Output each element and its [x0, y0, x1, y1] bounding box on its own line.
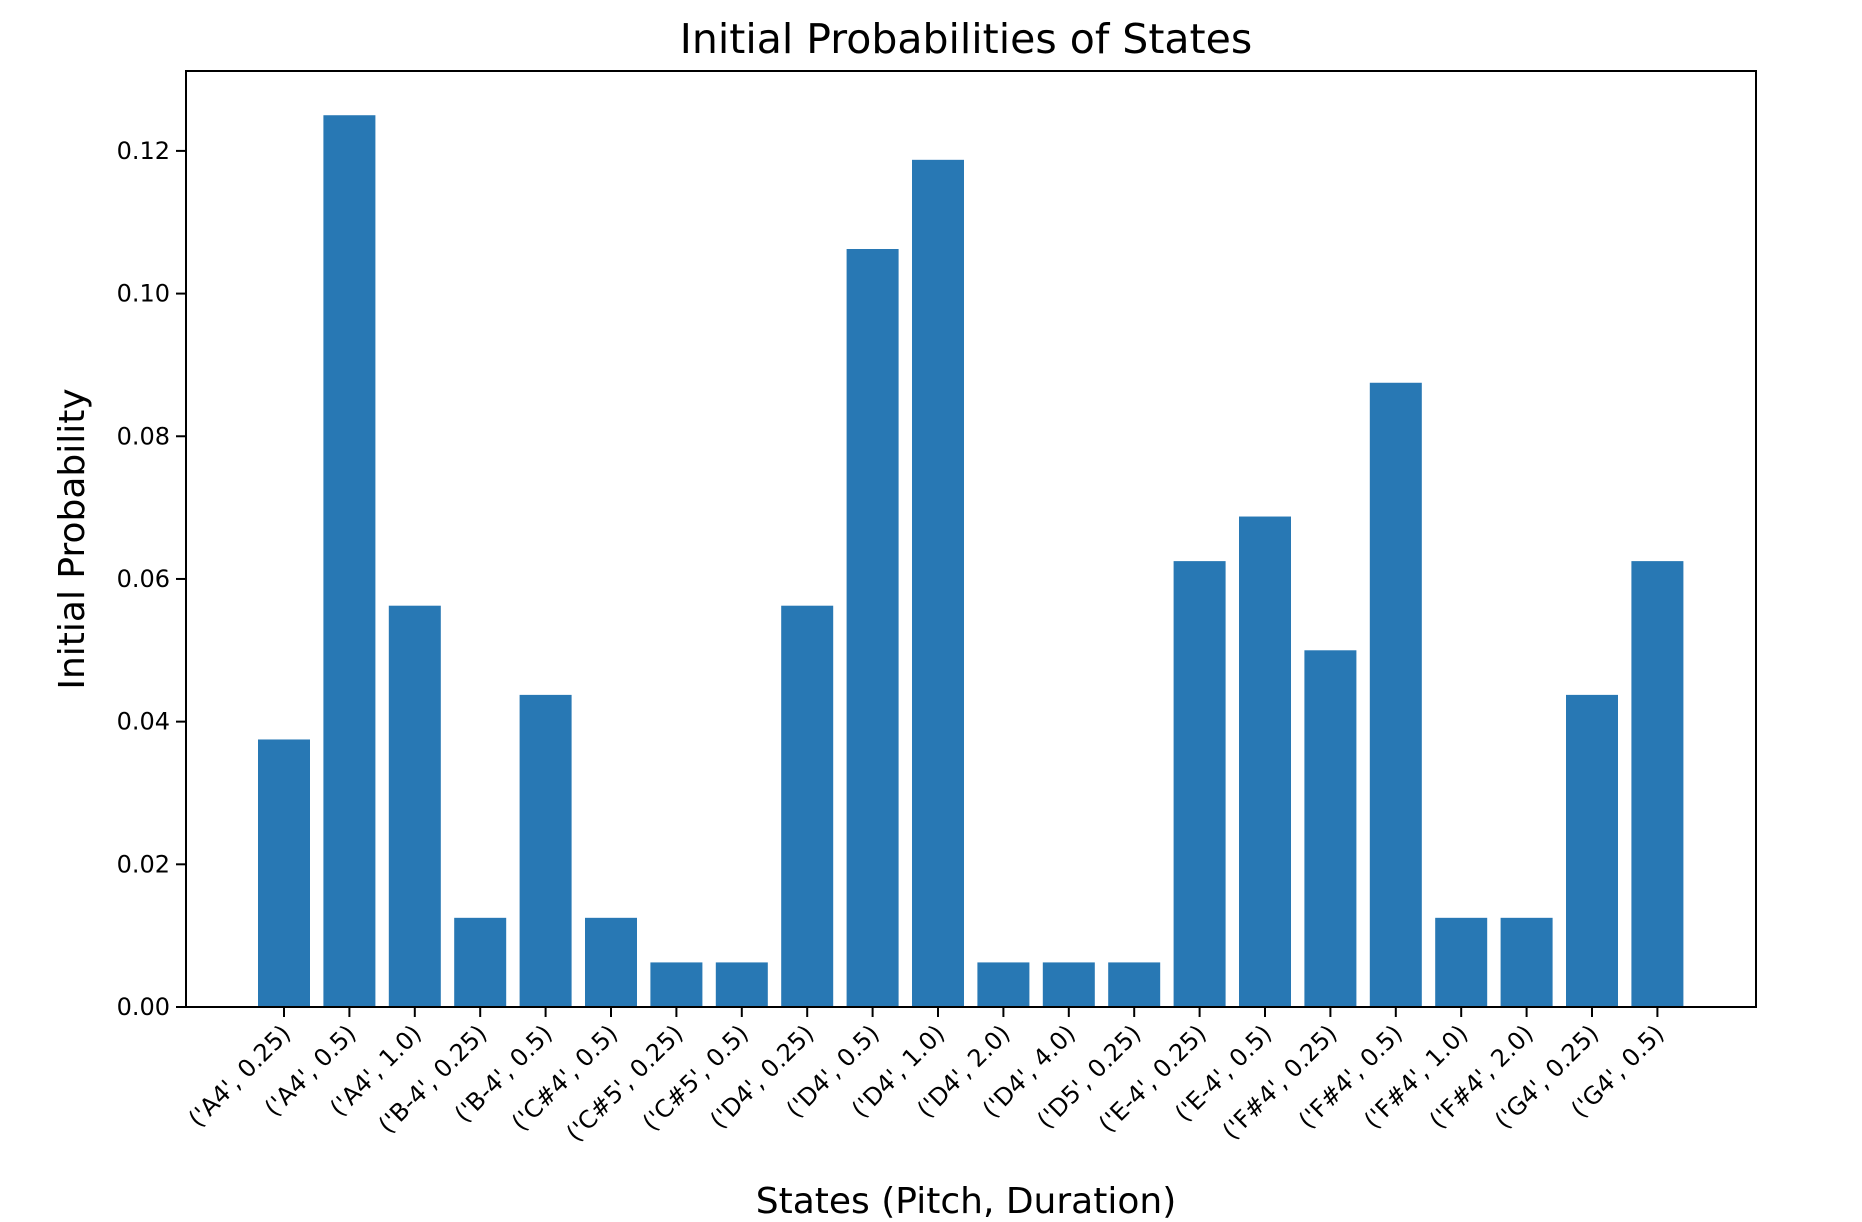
bar [1042, 962, 1095, 1007]
bar [1239, 516, 1291, 1007]
bar [846, 249, 899, 1007]
bar [1304, 650, 1357, 1007]
bar [323, 115, 376, 1008]
bar [650, 962, 703, 1007]
bar [781, 605, 834, 1007]
chart-title: Initial Probabilities of States [680, 15, 1252, 63]
bar [1631, 561, 1684, 1007]
bar [454, 917, 507, 1007]
bar [715, 962, 768, 1007]
bar [912, 159, 964, 1007]
y-tick-label: 0.02 [117, 850, 170, 878]
bar [1369, 382, 1422, 1007]
y-tick-label: 0.00 [117, 993, 170, 1021]
x-axis-label: States (Pitch, Duration) [756, 1181, 1176, 1222]
bar [1173, 561, 1226, 1007]
bar [1108, 962, 1161, 1007]
bar [585, 917, 637, 1007]
y-tick-label: 0.04 [117, 708, 170, 736]
plot-frame [185, 70, 1757, 1008]
x-axis: ('A4', 0.25)('A4', 0.5)('A4', 1.0)('B-4'… [183, 1007, 1670, 1147]
y-tick-label: 0.06 [117, 565, 170, 593]
bar [1566, 694, 1618, 1007]
y-tick-label: 0.12 [117, 137, 170, 165]
x-tick-label: ('F#4', 0.25) [1217, 1019, 1343, 1145]
y-tick-label: 0.08 [117, 422, 170, 450]
bar [977, 962, 1030, 1007]
bar [388, 605, 441, 1007]
bar [258, 739, 310, 1007]
bar [1500, 917, 1553, 1007]
y-axis-label: Initial Probability [52, 388, 93, 689]
bars-group [258, 115, 1684, 1008]
bar [519, 694, 572, 1007]
bar [1435, 917, 1488, 1007]
y-axis: 0.00 0.02 0.04 0.06 0.08 0.10 0.12 [117, 137, 186, 1021]
y-tick-label: 0.10 [117, 280, 170, 308]
